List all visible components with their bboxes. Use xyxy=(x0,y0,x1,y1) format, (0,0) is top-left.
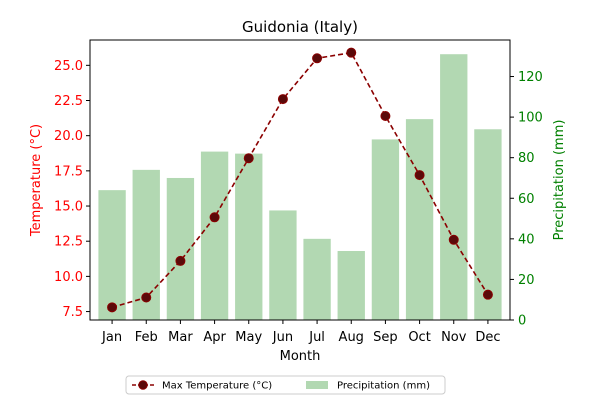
temperature-point xyxy=(141,292,152,303)
y-axis-right-label: Precipitation (mm) xyxy=(552,120,567,241)
x-tick-label: May xyxy=(235,330,262,345)
x-axis: Jan Feb Mar Apr May Jun Jul Aug Sep Oct Nov Dec xyxy=(101,320,500,345)
x-tick-label: Sep xyxy=(373,330,398,345)
precipitation-bar xyxy=(474,129,502,320)
y-right-tick-label: 40 xyxy=(518,232,535,247)
x-tick-label: Mar xyxy=(168,330,193,345)
y-right-tick-label: 80 xyxy=(518,151,535,166)
legend: Max Temperature (°C) Precipitation (mm) xyxy=(125,375,446,395)
y-left-tick-label: 10.0 xyxy=(54,270,83,285)
temperature-point xyxy=(209,212,220,223)
precipitation-bar xyxy=(235,153,263,320)
legend-box xyxy=(125,375,446,395)
x-tick-label: Oct xyxy=(408,330,430,345)
y-axis-left-label: Temperature (°C) xyxy=(29,124,44,237)
precipitation-bar xyxy=(337,251,365,320)
temperature-point xyxy=(312,53,323,64)
x-tick-label: Feb xyxy=(135,330,158,345)
y-left-tick-label: 25.0 xyxy=(54,59,83,74)
legend-precipitation-swatch xyxy=(306,381,328,389)
y-left-tick-label: 15.0 xyxy=(54,200,83,215)
legend-temperature-label: Max Temperature (°C) xyxy=(162,381,272,392)
temperature-point xyxy=(243,153,254,164)
legend-temperature-marker xyxy=(138,380,148,390)
temperature-series-line xyxy=(111,51,489,309)
temperature-point xyxy=(482,289,493,300)
precipitation-bar xyxy=(371,139,400,320)
temperature-point xyxy=(380,110,391,121)
temperature-point xyxy=(277,94,288,105)
precipitation-bar xyxy=(405,119,434,320)
temperature-line xyxy=(107,47,493,313)
x-tick-label: Jul xyxy=(308,330,325,345)
temperature-point xyxy=(448,234,459,245)
x-tick-label: Jan xyxy=(101,330,122,345)
plot-frame xyxy=(89,39,511,321)
y-axis-left: 7.5 10.0 12.5 15.0 17.5 20.0 22.5 25.0 xyxy=(54,59,90,320)
x-tick-label: Aug xyxy=(339,330,364,345)
precipitation-bar xyxy=(269,210,297,320)
y-left-tick-label: 12.5 xyxy=(54,235,83,250)
y-left-tick-label: 17.5 xyxy=(54,164,83,179)
y-axis-right: 0 20 40 60 80 100 120 xyxy=(510,70,543,329)
precipitation-bar xyxy=(98,190,126,320)
y-right-tick-label: 120 xyxy=(518,70,543,85)
y-left-tick-label: 22.5 xyxy=(54,94,83,109)
y-right-tick-label: 100 xyxy=(518,111,543,126)
temperature-point xyxy=(414,170,425,181)
chart-title: Guidonia (Italy) xyxy=(242,18,358,36)
y-right-tick-label: 0 xyxy=(518,314,526,329)
temperature-point xyxy=(107,302,118,313)
precipitation-bar xyxy=(200,151,229,320)
x-tick-label: Nov xyxy=(441,330,467,345)
y-left-tick-label: 7.5 xyxy=(62,305,83,320)
precipitation-bar xyxy=(303,238,331,320)
y-right-tick-label: 20 xyxy=(518,273,535,288)
precipitation-bars xyxy=(98,54,502,320)
y-left-tick-label: 20.0 xyxy=(54,129,83,144)
x-tick-label: Jun xyxy=(272,330,293,345)
precipitation-bar xyxy=(440,54,468,320)
temperature-point xyxy=(175,255,186,266)
temperature-point xyxy=(346,47,357,58)
x-tick-label: Apr xyxy=(203,330,226,345)
legend-precipitation-label: Precipitation (mm) xyxy=(337,381,430,392)
x-axis-label: Month xyxy=(280,349,321,364)
y-right-tick-label: 60 xyxy=(518,192,535,207)
x-tick-label: Dec xyxy=(475,330,500,345)
